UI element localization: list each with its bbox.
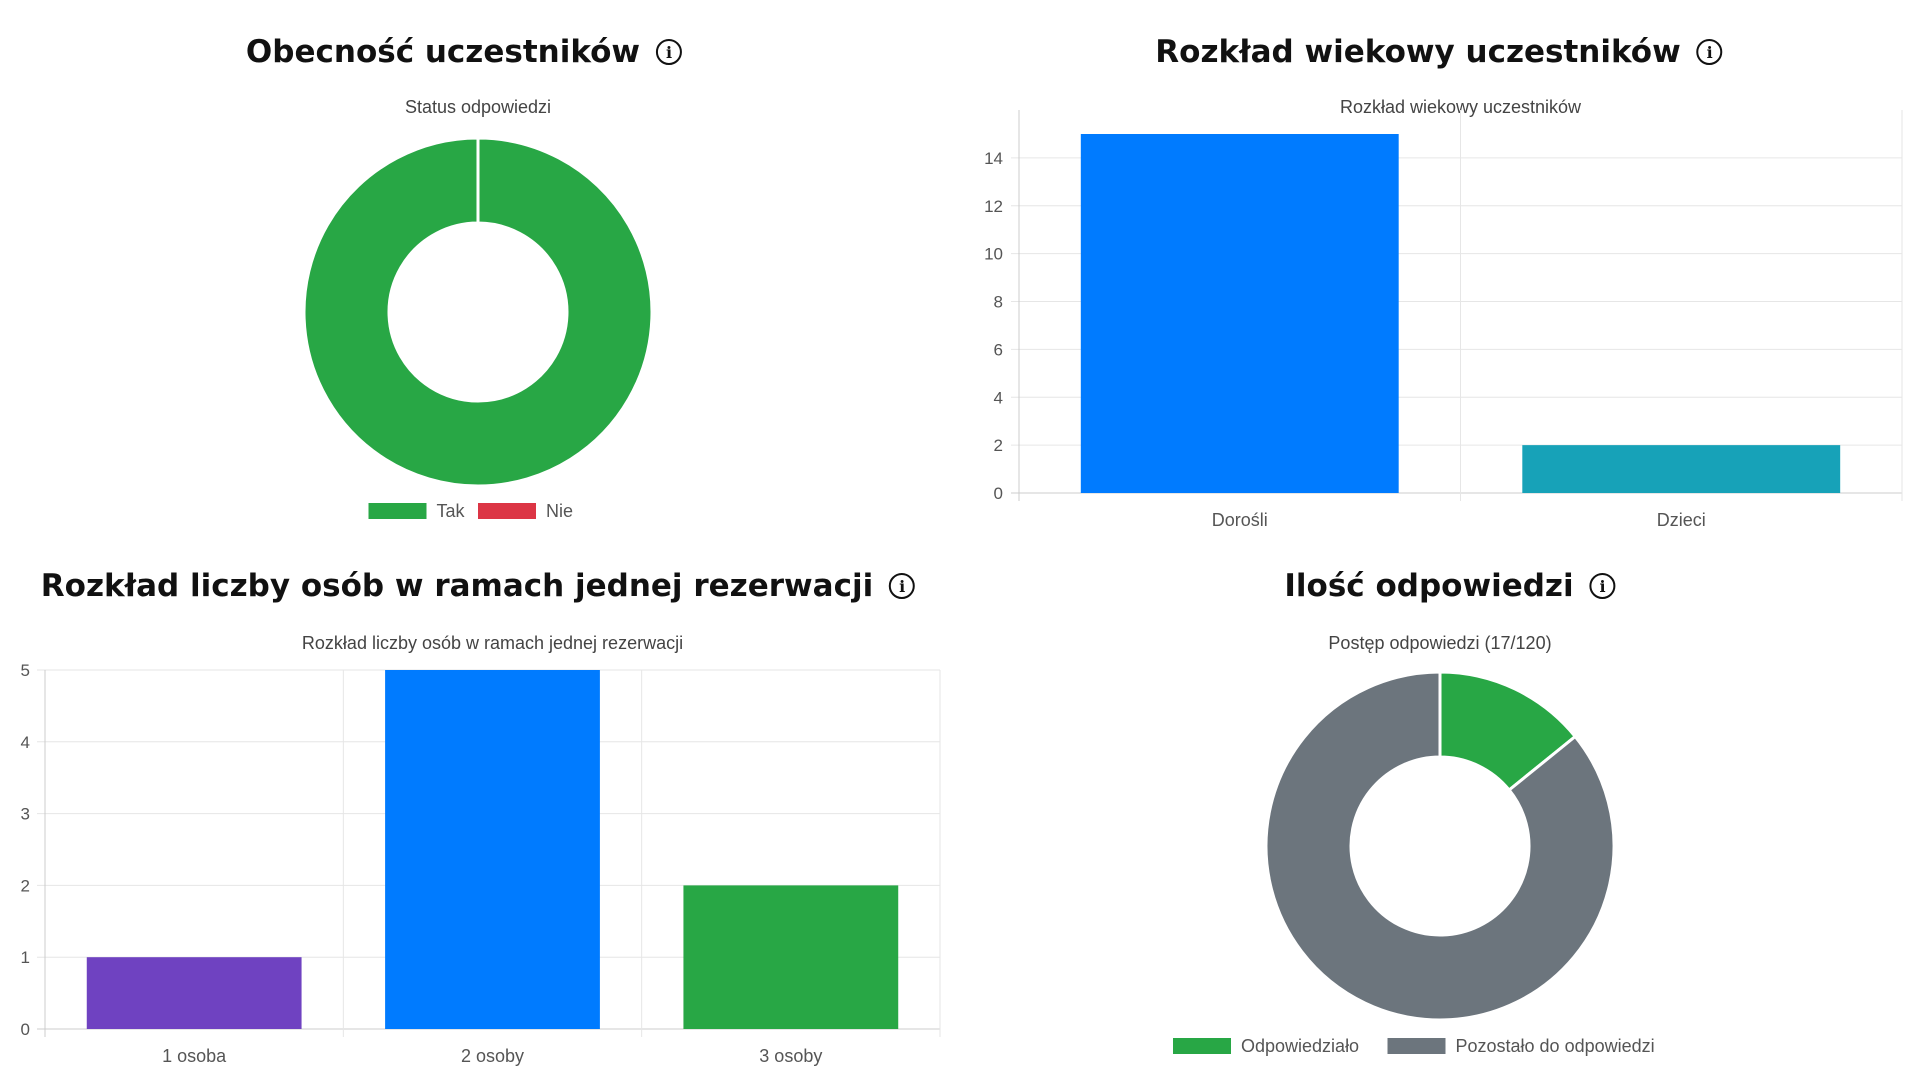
doughnut-slice-pozostało do odpowiedzi — [1264, 670, 1616, 1022]
bar-dorośli — [1080, 134, 1399, 493]
y-tick-label: 2 — [21, 876, 30, 895]
panel-title-text: Rozkład liczby osób w ramach jednej reze… — [40, 568, 874, 604]
panel-title-responses: Ilość odpowiedzi i — [1284, 568, 1616, 604]
chart-subtitle: Status odpowiedzi — [405, 97, 551, 117]
x-tick-label: 2 osoby — [461, 1046, 524, 1066]
x-tick-label: 3 osoby — [759, 1046, 822, 1066]
y-tick-label: 10 — [984, 245, 1003, 264]
legend-item[interactable]: Tak — [368, 501, 466, 521]
panel-title-attendance: Obecność uczestników i — [245, 34, 683, 70]
legend-swatch — [368, 503, 427, 519]
bar-dzieci — [1522, 445, 1841, 493]
y-tick-label: 3 — [21, 805, 30, 824]
panel-title-text: Obecność uczestników — [245, 34, 641, 70]
y-tick-label: 5 — [21, 661, 30, 680]
info-circle-icon[interactable]: i — [1696, 39, 1723, 65]
bar-1-osoba — [86, 957, 302, 1029]
y-tick-label: 6 — [994, 340, 1003, 359]
y-tick-label: 14 — [984, 149, 1003, 168]
y-tick-label: 4 — [994, 388, 1003, 407]
chart-3: Postęp odpowiedzi (17/120) Odpowiedziało P… — [1173, 633, 1655, 1056]
y-tick-label: 2 — [994, 436, 1003, 455]
info-circle-icon[interactable]: i — [1589, 573, 1616, 599]
y-tick-label: 0 — [994, 484, 1003, 503]
legend-swatch — [1387, 1038, 1446, 1054]
doughnut-slice-tak — [302, 136, 654, 488]
x-tick-label: 1 osoba — [162, 1046, 227, 1066]
chart-subtitle: Postęp odpowiedzi (17/120) — [1328, 633, 1551, 653]
bar-2-osoby — [385, 670, 600, 1029]
legend-swatch — [478, 503, 536, 519]
legend-item[interactable]: Odpowiedziało — [1173, 1036, 1359, 1056]
y-tick-label: 12 — [984, 197, 1003, 216]
legend-item[interactable]: Nie — [478, 501, 573, 521]
chart-1: Rozkład wiekowy uczestników 0 2 4 6 8 10 12 14 Do… — [984, 97, 1903, 530]
legend-label: Odpowiedziało — [1241, 1036, 1359, 1056]
legend-swatch — [1173, 1038, 1231, 1054]
y-tick-label: 1 — [21, 948, 30, 967]
panel-title-text: Ilość odpowiedzi — [1284, 568, 1574, 604]
legend-item[interactable]: Pozostało do odpowiedzi — [1387, 1036, 1655, 1056]
bar-3-osoby — [683, 885, 899, 1029]
chart-2: Rozkład liczby osób w ramach jednej reze… — [21, 633, 941, 1066]
x-tick-label: Dzieci — [1657, 510, 1706, 530]
legend-label: Pozostało do odpowiedzi — [1456, 1036, 1655, 1056]
y-tick-label: 4 — [21, 733, 30, 752]
chart-subtitle: Rozkład wiekowy uczestników — [1340, 97, 1582, 117]
legend-label: Nie — [546, 501, 573, 521]
legend-label: Tak — [437, 501, 466, 521]
chart-subtitle: Rozkład liczby osób w ramach jednej reze… — [302, 633, 683, 653]
chart-0: Status odpowiedzi Tak Nie — [302, 97, 654, 521]
y-tick-label: 0 — [21, 1020, 30, 1039]
info-circle-icon[interactable]: i — [889, 573, 916, 599]
panel-title-text: Rozkład wiekowy uczestników — [1155, 34, 1681, 70]
panel-title-age: Rozkład wiekowy uczestników i — [1155, 34, 1723, 70]
y-tick-label: 8 — [994, 293, 1003, 312]
panel-title-group-size: Rozkład liczby osób w ramach jednej reze… — [40, 568, 916, 604]
info-circle-icon[interactable]: i — [656, 39, 683, 65]
x-tick-label: Dorośli — [1212, 510, 1268, 530]
